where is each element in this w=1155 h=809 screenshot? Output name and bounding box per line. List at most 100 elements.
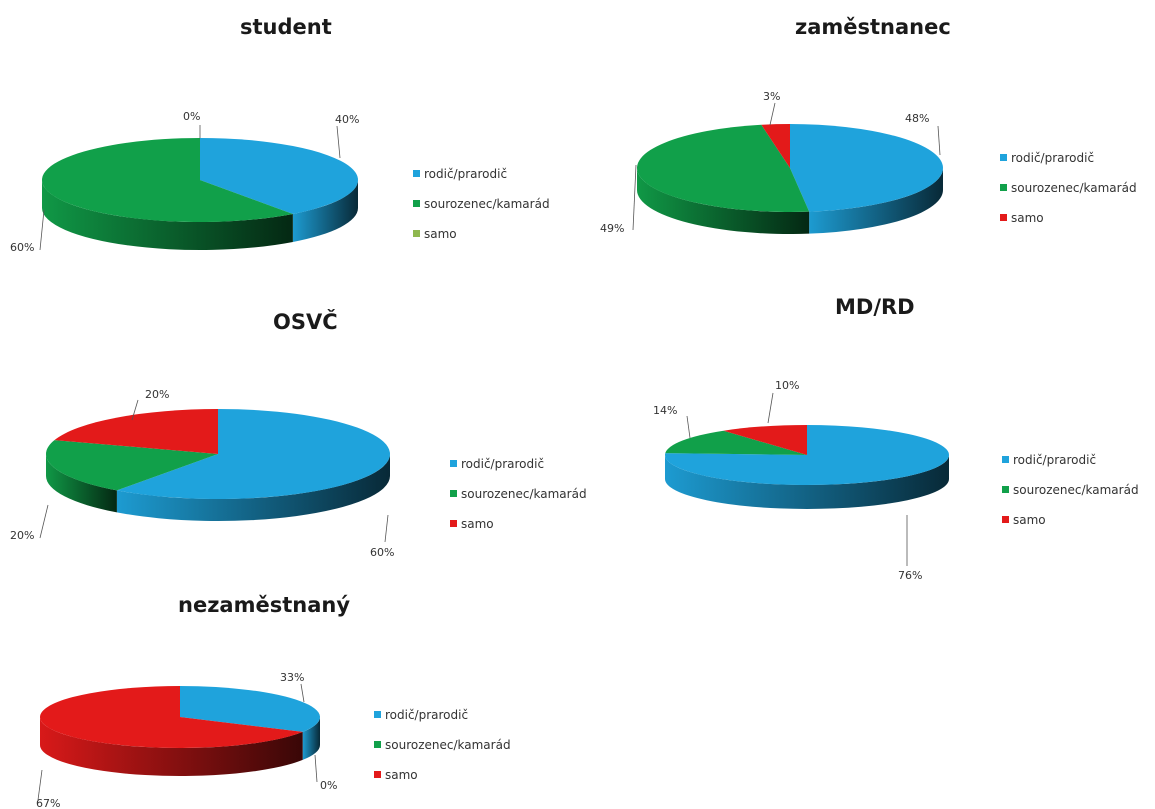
- leader-line: [300, 683, 305, 703]
- leader-line: [336, 125, 341, 159]
- legend-label: rodič/prarodič: [385, 707, 469, 722]
- legend-swatch: [1002, 456, 1009, 463]
- chart-title: MD/RD: [835, 295, 915, 319]
- data-label: 33%: [280, 671, 304, 684]
- chart-title: zaměstnanec: [795, 15, 951, 39]
- legend-item: samo: [1002, 512, 1139, 527]
- legend-label: rodič/prarodič: [1013, 452, 1097, 467]
- legend-item: sourozenec/kamarád: [450, 486, 587, 501]
- pie-slice-side: [42, 180, 293, 250]
- leader-line: [37, 769, 43, 801]
- pie-slice-side: [665, 455, 949, 509]
- pie-slice: [180, 686, 320, 732]
- pie-slice: [665, 430, 807, 455]
- pie-slice: [761, 124, 790, 168]
- legend-label: sourozenec/kamarád: [385, 737, 511, 752]
- data-label: 0%: [320, 779, 337, 792]
- chart-title: student: [240, 15, 332, 39]
- legend: rodič/prarodič sourozenec/kamarád samo: [413, 166, 550, 256]
- data-label: 10%: [775, 379, 799, 392]
- legend-swatch: [374, 741, 381, 748]
- data-label: 48%: [905, 112, 929, 125]
- data-label: 60%: [10, 241, 34, 254]
- legend-item: rodič/prarodič: [450, 456, 587, 471]
- legend-label: sourozenec/kamarád: [461, 486, 587, 501]
- legend-swatch: [374, 711, 381, 718]
- pie-svg: 40% 60% 0%: [10, 110, 359, 254]
- legend-label: sourozenec/kamarád: [1013, 482, 1139, 497]
- legend-label: rodič/prarodič: [461, 456, 545, 471]
- legend-label: samo: [461, 516, 494, 531]
- legend: rodič/prarodič sourozenec/kamarád samo: [1000, 150, 1137, 240]
- leader-line: [686, 415, 691, 439]
- legend-swatch: [1002, 486, 1009, 493]
- legend-label: samo: [1013, 512, 1046, 527]
- data-label: 60%: [370, 546, 394, 559]
- pie-slice-side: [637, 168, 810, 235]
- legend-swatch: [450, 490, 457, 497]
- pie-slice-side: [809, 168, 943, 234]
- pie-svg: 76% 14% 10%: [653, 379, 949, 582]
- pie-slice: [723, 425, 807, 455]
- pie-slice: [41, 138, 293, 222]
- pie-slice-side: [40, 717, 303, 776]
- legend-swatch: [413, 200, 420, 207]
- data-label: 14%: [653, 404, 677, 417]
- pie-svg: 48% 49% 3%: [600, 90, 943, 235]
- legend-label: rodič/prarodič: [424, 166, 508, 181]
- legend-swatch: [413, 230, 420, 237]
- leader-line: [131, 399, 139, 421]
- pie-slice: [54, 409, 219, 454]
- legend-item: rodič/prarodič: [1000, 150, 1137, 165]
- legend-swatch: [1000, 184, 1007, 191]
- data-label: 76%: [898, 569, 922, 582]
- pie-chart-osvc: OSVČ 60% 20% 20% rodič/prarodič sourozenec/…: [0, 290, 620, 580]
- legend-swatch: [374, 771, 381, 778]
- pie-slice-side: [302, 717, 320, 760]
- leader-line: [767, 392, 774, 424]
- legend-swatch: [450, 460, 457, 467]
- legend-item: rodič/prarodič: [1002, 452, 1139, 467]
- legend: rodič/prarodič sourozenec/kamarád samo: [1002, 452, 1139, 542]
- pie-chart-student: student 40% 60% 0% rodič/prarodič sourozene…: [0, 0, 580, 290]
- legend-item: sourozenec/kamarád: [374, 737, 511, 752]
- pie-slice: [637, 124, 810, 212]
- data-label: 20%: [10, 529, 34, 542]
- data-label: 0%: [183, 110, 200, 123]
- legend-swatch: [1000, 154, 1007, 161]
- data-label: 20%: [145, 388, 169, 401]
- leader-line: [39, 504, 49, 539]
- legend-swatch: [1000, 214, 1007, 221]
- legend-label: sourozenec/kamarád: [424, 196, 550, 211]
- pie-slice-side: [116, 454, 390, 521]
- pie-slice: [45, 440, 218, 491]
- leader-line: [769, 102, 776, 126]
- legend-label: sourozenec/kamarád: [1011, 180, 1137, 195]
- leader-line: [937, 125, 941, 156]
- leader-line: [632, 164, 637, 231]
- legend-swatch: [450, 520, 457, 527]
- legend-item: rodič/prarodič: [413, 166, 550, 181]
- legend-item: samo: [450, 516, 587, 531]
- pie-svg: 60% 20% 20%: [10, 388, 394, 559]
- pie-chart-zamestnanec: zaměstnanec 48% 49% 3% rodič/prarodič souro…: [580, 0, 1155, 290]
- legend-item: rodič/prarodič: [374, 707, 511, 722]
- legend-swatch: [1002, 516, 1009, 523]
- pie-chart-md-rd: MD/RD 76% 14% 10% rodič/prarodič sourozenec…: [620, 290, 1155, 590]
- data-label: 49%: [600, 222, 624, 235]
- pie-svg: 33% 0% 67%: [36, 671, 337, 809]
- pie-chart-nezamestnany: nezaměstnaný 33% 0% 67% rodič/prarodič sour…: [0, 585, 580, 809]
- legend-label: samo: [424, 226, 457, 241]
- pie-slice: [790, 124, 943, 212]
- legend-label: samo: [385, 767, 418, 782]
- leader-line: [314, 754, 318, 783]
- pie-slice-side: [45, 454, 117, 513]
- legend-item: samo: [374, 767, 511, 782]
- legend-label: rodič/prarodič: [1011, 150, 1095, 165]
- pie-slice: [116, 409, 390, 499]
- leader-line: [384, 514, 389, 543]
- legend: rodič/prarodič sourozenec/kamarád samo: [450, 456, 587, 546]
- data-label: 3%: [763, 90, 780, 103]
- pie-slice: [200, 138, 358, 214]
- legend-item: samo: [413, 226, 550, 241]
